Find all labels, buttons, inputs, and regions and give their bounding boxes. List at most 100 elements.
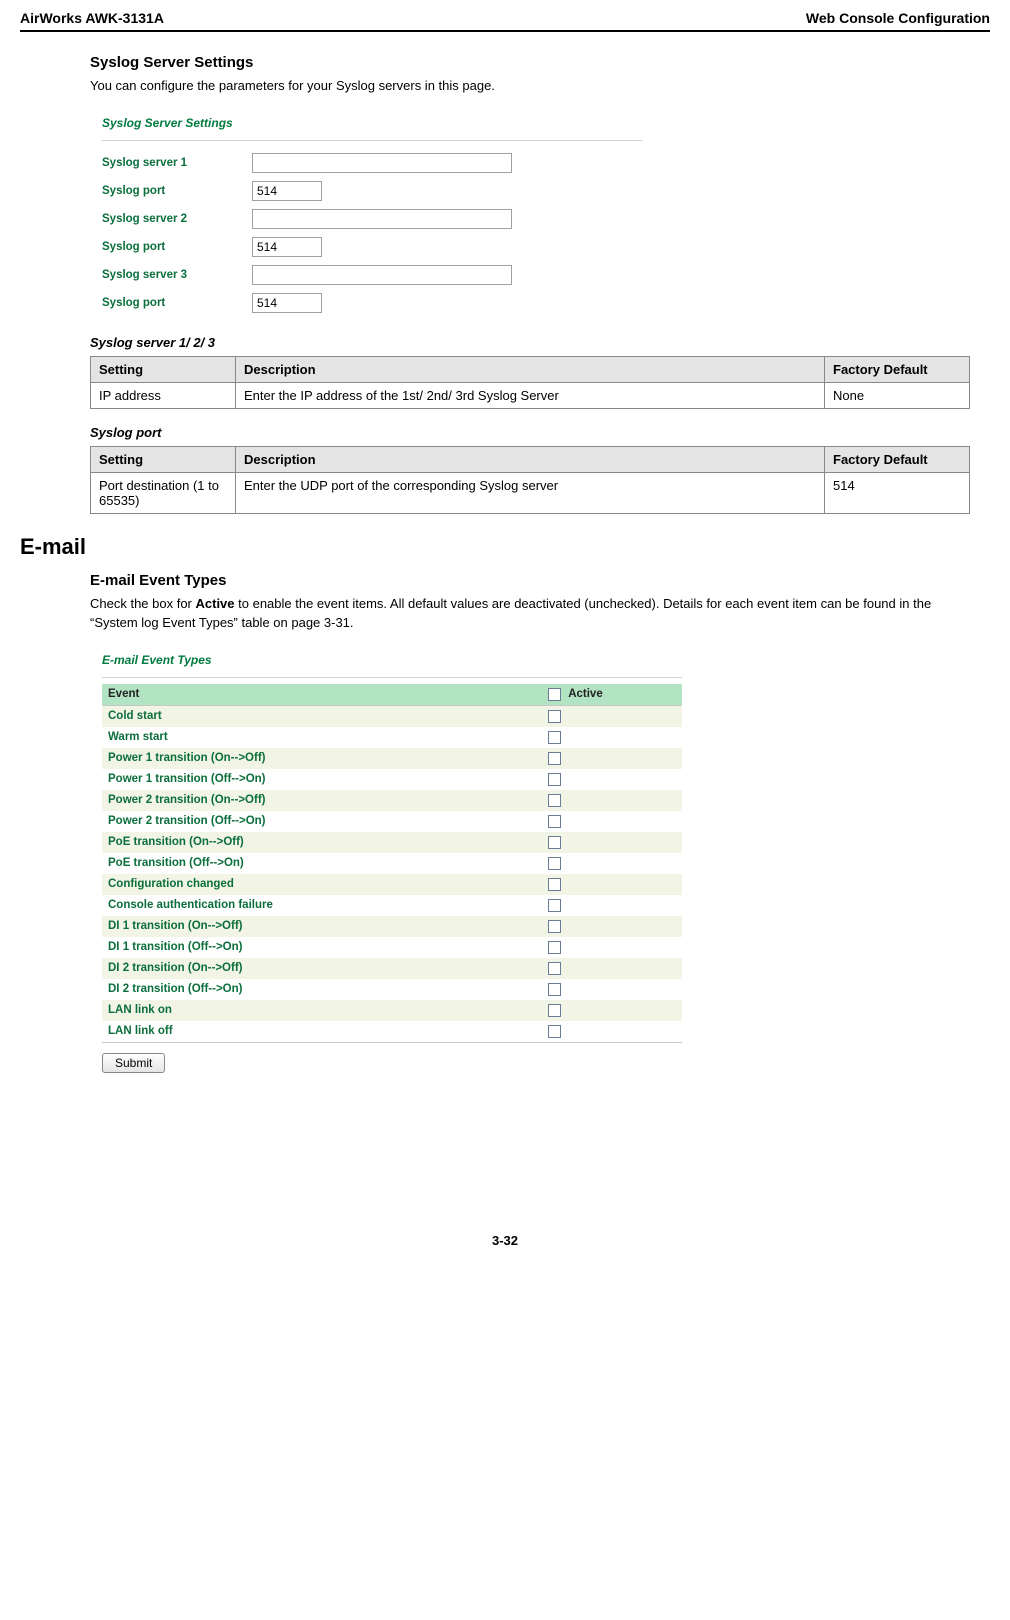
event-checkbox[interactable] <box>548 1025 561 1038</box>
event-label: Cold start <box>102 705 542 727</box>
header-right: Web Console Configuration <box>806 10 990 26</box>
syslog-port-input[interactable] <box>252 293 322 313</box>
event-row: Cold start <box>102 705 682 727</box>
event-row: LAN link on <box>102 1000 682 1021</box>
syslog-port-input[interactable] <box>252 181 322 201</box>
event-checkbox-cell <box>542 853 682 874</box>
event-row: DI 1 transition (Off-->On) <box>102 937 682 958</box>
event-row: DI 2 transition (Off-->On) <box>102 979 682 1000</box>
td-desc: Enter the UDP port of the corresponding … <box>236 472 825 513</box>
event-row: Warm start <box>102 727 682 748</box>
event-label: DI 2 transition (Off-->On) <box>102 979 542 1000</box>
syslog-server-input[interactable] <box>252 153 512 173</box>
syslog-table-1: Setting Description Factory Default IP a… <box>90 356 970 409</box>
event-checkbox[interactable] <box>548 920 561 933</box>
event-row: PoE transition (Off-->On) <box>102 853 682 874</box>
event-label: Configuration changed <box>102 874 542 895</box>
event-checkbox[interactable] <box>548 731 561 744</box>
syslog-field-label: Syslog server 2 <box>102 213 252 225</box>
event-checkbox-cell <box>542 811 682 832</box>
th-event: Event <box>102 684 542 706</box>
th-default: Factory Default <box>825 356 970 382</box>
td-desc: Enter the IP address of the 1st/ 2nd/ 3r… <box>236 382 825 408</box>
event-row: Power 1 transition (On-->Off) <box>102 748 682 769</box>
syslog-title: Syslog Server Settings <box>90 54 970 71</box>
th-desc: Description <box>236 356 825 382</box>
event-row: LAN link off <box>102 1021 682 1043</box>
event-row: Power 2 transition (Off-->On) <box>102 811 682 832</box>
event-checkbox-cell <box>542 769 682 790</box>
event-label: Power 1 transition (Off-->On) <box>102 769 542 790</box>
email-para-bold: Active <box>196 596 235 611</box>
syslog-screenshot: Syslog Server Settings Syslog server 1Sy… <box>102 110 642 317</box>
syslog-port-input[interactable] <box>252 237 322 257</box>
event-label: DI 2 transition (On-->Off) <box>102 958 542 979</box>
syslog-server-input[interactable] <box>252 265 512 285</box>
event-row: DI 2 transition (On-->Off) <box>102 958 682 979</box>
syslog-field-label: Syslog server 3 <box>102 269 252 281</box>
event-label: Warm start <box>102 727 542 748</box>
syslog-field-label: Syslog port <box>102 297 252 309</box>
event-checkbox-cell <box>542 958 682 979</box>
event-checkbox-cell <box>542 979 682 1000</box>
syslog-table-2: Setting Description Factory Default Port… <box>90 446 970 514</box>
event-label: DI 1 transition (Off-->On) <box>102 937 542 958</box>
email-para-prefix: Check the box for <box>90 596 196 611</box>
syslog-field-label: Syslog port <box>102 185 252 197</box>
th-default: Factory Default <box>825 446 970 472</box>
td-setting: IP address <box>91 382 236 408</box>
event-row: Power 2 transition (On-->Off) <box>102 790 682 811</box>
event-checkbox-cell <box>542 895 682 916</box>
syslog-row: Syslog server 3 <box>102 261 642 289</box>
td-setting: Port destination (1 to 65535) <box>91 472 236 513</box>
event-checkbox[interactable] <box>548 983 561 996</box>
event-checkbox[interactable] <box>548 836 561 849</box>
event-row: Console authentication failure <box>102 895 682 916</box>
td-default: 514 <box>825 472 970 513</box>
event-checkbox-cell <box>542 937 682 958</box>
event-checkbox-cell <box>542 705 682 727</box>
event-row: Power 1 transition (Off-->On) <box>102 769 682 790</box>
event-checkbox-cell <box>542 874 682 895</box>
event-checkbox-cell <box>542 748 682 769</box>
checkbox-all[interactable] <box>548 688 561 701</box>
event-checkbox-cell <box>542 727 682 748</box>
event-checkbox[interactable] <box>548 794 561 807</box>
event-row: PoE transition (On-->Off) <box>102 832 682 853</box>
td-default: None <box>825 382 970 408</box>
email-sub: E-mail Event Types <box>90 572 970 589</box>
th-setting: Setting <box>91 446 236 472</box>
event-label: Power 2 transition (On-->Off) <box>102 790 542 811</box>
event-checkbox[interactable] <box>548 752 561 765</box>
event-row: Configuration changed <box>102 874 682 895</box>
syslog-intro: You can configure the parameters for you… <box>90 77 970 96</box>
event-checkbox[interactable] <box>548 899 561 912</box>
th-desc: Description <box>236 446 825 472</box>
event-table: Event Active Cold startWarm startPower 1… <box>102 684 682 1043</box>
event-checkbox-cell <box>542 832 682 853</box>
event-checkbox[interactable] <box>548 878 561 891</box>
syslog-row: Syslog port <box>102 177 642 205</box>
event-label: LAN link off <box>102 1021 542 1043</box>
table1-caption: Syslog server 1/ 2/ 3 <box>90 335 970 350</box>
event-checkbox[interactable] <box>548 941 561 954</box>
table2-caption: Syslog port <box>90 425 970 440</box>
event-checkbox[interactable] <box>548 815 561 828</box>
email-shot-title: E-mail Event Types <box>102 647 682 678</box>
event-row: DI 1 transition (On-->Off) <box>102 916 682 937</box>
syslog-row: Syslog server 1 <box>102 149 642 177</box>
th-active: Active <box>542 684 682 706</box>
event-checkbox[interactable] <box>548 857 561 870</box>
event-label: PoE transition (Off-->On) <box>102 853 542 874</box>
event-label: Power 2 transition (Off-->On) <box>102 811 542 832</box>
event-checkbox[interactable] <box>548 1004 561 1017</box>
event-label: Console authentication failure <box>102 895 542 916</box>
syslog-server-input[interactable] <box>252 209 512 229</box>
event-checkbox[interactable] <box>548 710 561 723</box>
event-checkbox[interactable] <box>548 773 561 786</box>
event-checkbox[interactable] <box>548 962 561 975</box>
email-screenshot: E-mail Event Types Event Active Cold sta… <box>102 647 682 1073</box>
event-label: PoE transition (On-->Off) <box>102 832 542 853</box>
event-label: Power 1 transition (On-->Off) <box>102 748 542 769</box>
submit-button[interactable]: Submit <box>102 1053 165 1073</box>
